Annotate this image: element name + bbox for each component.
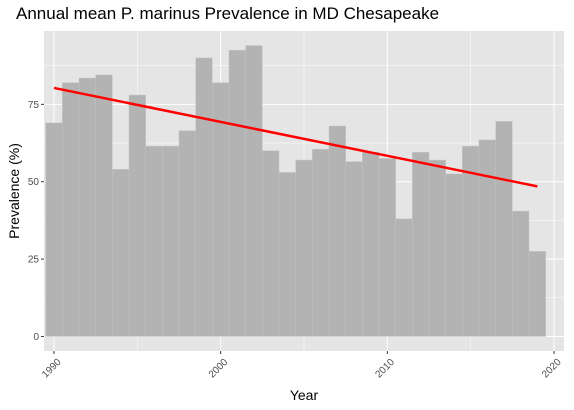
bar-2016 xyxy=(478,139,496,337)
bar-2011 xyxy=(395,218,413,337)
bar-1999 xyxy=(195,57,213,337)
bar-2014 xyxy=(445,173,463,337)
bars xyxy=(45,45,546,337)
trend-line-group xyxy=(53,86,538,188)
bar-2006 xyxy=(312,149,330,337)
x-tick-label: 2000 xyxy=(207,357,231,381)
x-tick-label: 2020 xyxy=(540,357,564,381)
y-axis-title: Prevalence (%) xyxy=(6,143,22,239)
bar-2010 xyxy=(378,158,396,337)
bar-2001 xyxy=(228,49,246,337)
bar-1991 xyxy=(62,82,80,337)
bar-1994 xyxy=(112,169,130,337)
bar-1996 xyxy=(145,145,163,337)
chart-title: Annual mean P. marinus Prevalence in MD … xyxy=(16,4,440,23)
bar-2002 xyxy=(245,45,263,337)
bar-2018 xyxy=(512,210,530,337)
y-tick-label: 75 xyxy=(28,100,40,111)
bar-1997 xyxy=(162,145,180,337)
x-axis: 1990 2000 2010 2020 xyxy=(40,351,564,380)
bar-1990 xyxy=(45,122,63,337)
bar-2017 xyxy=(495,121,513,337)
x-axis-title: Year xyxy=(290,387,319,403)
bar-1995 xyxy=(128,94,146,337)
bar-2019 xyxy=(528,251,546,337)
bar-2003 xyxy=(262,150,280,337)
x-tick-label: 1990 xyxy=(40,357,64,381)
bar-1998 xyxy=(178,130,196,337)
bar-2004 xyxy=(278,172,296,337)
trend-line xyxy=(53,86,538,188)
bar-2009 xyxy=(362,152,380,337)
bar-2007 xyxy=(328,125,346,337)
bar-2013 xyxy=(428,159,446,337)
y-tick-label: 0 xyxy=(33,332,39,343)
bar-2012 xyxy=(412,152,430,337)
bar-1993 xyxy=(95,74,113,337)
y-tick-label: 50 xyxy=(28,177,40,188)
bar-2005 xyxy=(295,159,313,337)
bar-1992 xyxy=(78,77,96,337)
y-tick-label: 25 xyxy=(28,255,40,266)
y-axis: 0 25 50 75 xyxy=(28,100,44,343)
x-tick-label: 2010 xyxy=(373,357,397,381)
bar-2008 xyxy=(345,161,363,337)
